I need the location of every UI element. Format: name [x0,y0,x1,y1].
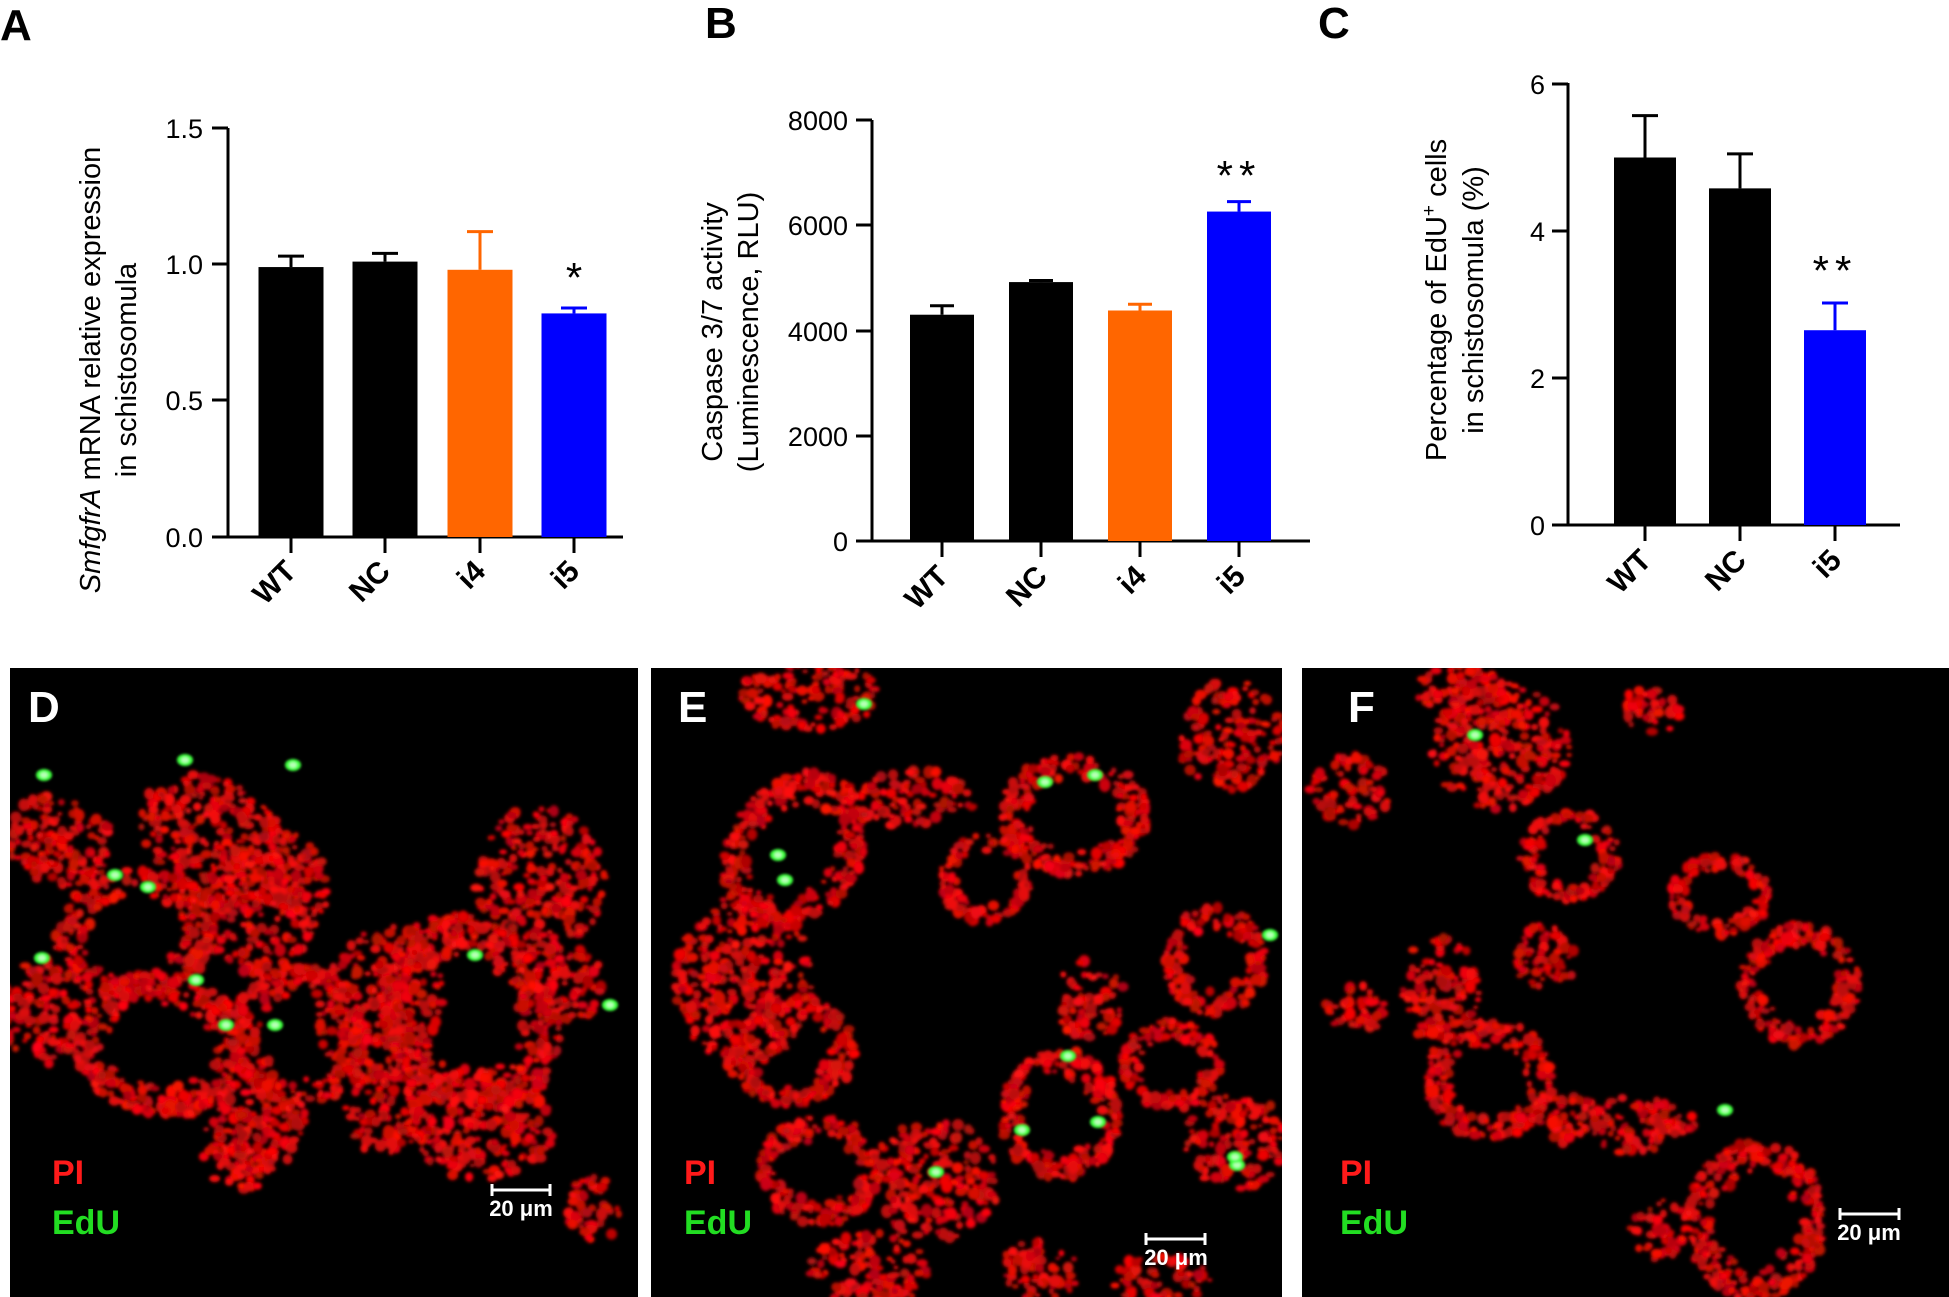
micrograph-f-edu-label: EdU [1340,1204,1408,1242]
chart-a-ytick-label: 0.5 [165,386,203,416]
chart-b-significance-marker: ** [1217,152,1262,199]
chart-a-significance-marker: * [566,254,582,301]
chart-c-bar [1804,330,1866,525]
chart-a: A SmfgfrA mRNA relative expression in sc… [0,1,623,611]
chart-a-xticks: WT NC i4 i5 [247,537,586,611]
micrograph-d-cells [10,754,623,1244]
chart-a-ylabel-line2: in schistosomula [111,262,143,477]
chart-b-ylabel-line1: Caspase 3/7 activity [697,202,729,462]
chart-b-yticks: 0 2000 4000 6000 8000 [788,106,872,557]
chart-c-xticks: WT NC i5 [1602,525,1848,600]
chart-c-ylabel-line2: in schistosomula (%) [1458,166,1490,434]
panel-letter-c: C [1318,0,1350,48]
chart-b-ytick-label: 4000 [788,317,848,347]
micrograph-f-pi-label: PI [1340,1154,1372,1192]
chart-c-category-label: i5 [1807,544,1848,585]
micrograph-f-background [1302,668,1949,1297]
micrograph-e-edu-label: EdU [684,1204,752,1242]
micrograph-f-letter: F [1348,683,1375,732]
chart-c-yticks: 0 2 4 6 [1530,70,1568,541]
chart-c-significance-marker: ** [1813,247,1858,294]
chart-b-bar [1009,282,1073,541]
chart-c-ylabel-line1: Percentage of EdU+ cells [1419,139,1453,461]
chart-a-bar [541,313,607,537]
micrograph-d-scale-bar: 20 μm [489,1184,553,1221]
chart-b-ytick-label: 0 [833,527,848,557]
chart-b-ylabel-line2: (Luminescence, RLU) [733,192,765,472]
chart-b-xticks: WT NC i4 i5 [899,541,1252,616]
chart-c-category-label: NC [1699,544,1753,598]
micrograph-e-scale-bar: 20 μm [1144,1233,1208,1270]
micrograph-d-scale-label: 20 μm [489,1196,553,1221]
micrograph-e-letter: E [678,683,707,732]
chart-b-category-label: NC [1000,560,1054,614]
chart-c-bar [1709,188,1771,525]
chart-b-ytick-label: 2000 [788,422,848,452]
chart-b-category-label: WT [899,560,955,616]
chart-a-category-label: i4 [451,554,492,595]
chart-b-bar [910,314,974,541]
micrograph-d-edu-label: EdU [52,1204,120,1242]
micrograph-f-cells [1304,668,1863,1297]
chart-a-category-label: i5 [545,555,586,596]
chart-b-ytick-label: 6000 [788,211,848,241]
chart-c-ytick-label: 4 [1530,217,1545,247]
chart-b-category-label: i5 [1211,560,1252,601]
chart-b-ytick-label: 8000 [788,106,848,136]
micrograph-f-scale-label: 20 μm [1837,1220,1901,1245]
chart-a-yticks: 0.0 0.5 1.0 1.5 [165,114,228,553]
chart-c-ytick-label: 2 [1530,364,1545,394]
chart-b: B Caspase 3/7 activity (Luminescence, RL… [697,0,1310,616]
micrograph-f: F PI EdU 20 μm [1302,668,1949,1297]
chart-c-bar [1614,157,1676,525]
chart-c-bars [1614,114,1866,525]
chart-a-bar [258,267,324,537]
chart-a-category-label: NC [343,555,397,609]
chart-a-ytick-label: 1.5 [165,114,203,144]
chart-a-bar [352,261,418,537]
chart-c-ytick-label: 0 [1530,511,1545,541]
chart-b-category-label: i4 [1112,559,1153,600]
panel-letter-b: B [705,0,737,48]
chart-a-category-label: WT [247,555,303,611]
chart-a-bar [447,269,513,537]
micrograph-f-scale-bar: 20 μm [1837,1208,1901,1245]
micrograph-e-cells [671,668,1282,1297]
micrograph-e-pi-label: PI [684,1154,716,1192]
micrograph-e: E PI EdU 20 μm [651,668,1282,1297]
micrograph-e-scale-label: 20 μm [1144,1245,1208,1270]
chart-c: C Percentage of EdU+ cells in schistosom… [1318,0,1900,600]
chart-a-bars [258,230,607,537]
micrograph-d: D PI EdU 20 μm [10,668,638,1297]
chart-b-bar [1108,310,1172,541]
chart-c-category-label: WT [1602,544,1658,600]
micrograph-d-letter: D [28,683,60,732]
chart-b-bar [1207,211,1271,541]
chart-b-bars [910,200,1271,541]
chart-c-ytick-label: 6 [1530,70,1545,100]
chart-a-ytick-label: 1.0 [165,250,203,280]
chart-a-ytick-label: 0.0 [165,523,203,553]
panel-letter-a: A [0,1,32,50]
micrograph-d-pi-label: PI [52,1154,84,1192]
chart-a-ylabel-line1: SmfgfrA mRNA relative expression [75,147,107,593]
